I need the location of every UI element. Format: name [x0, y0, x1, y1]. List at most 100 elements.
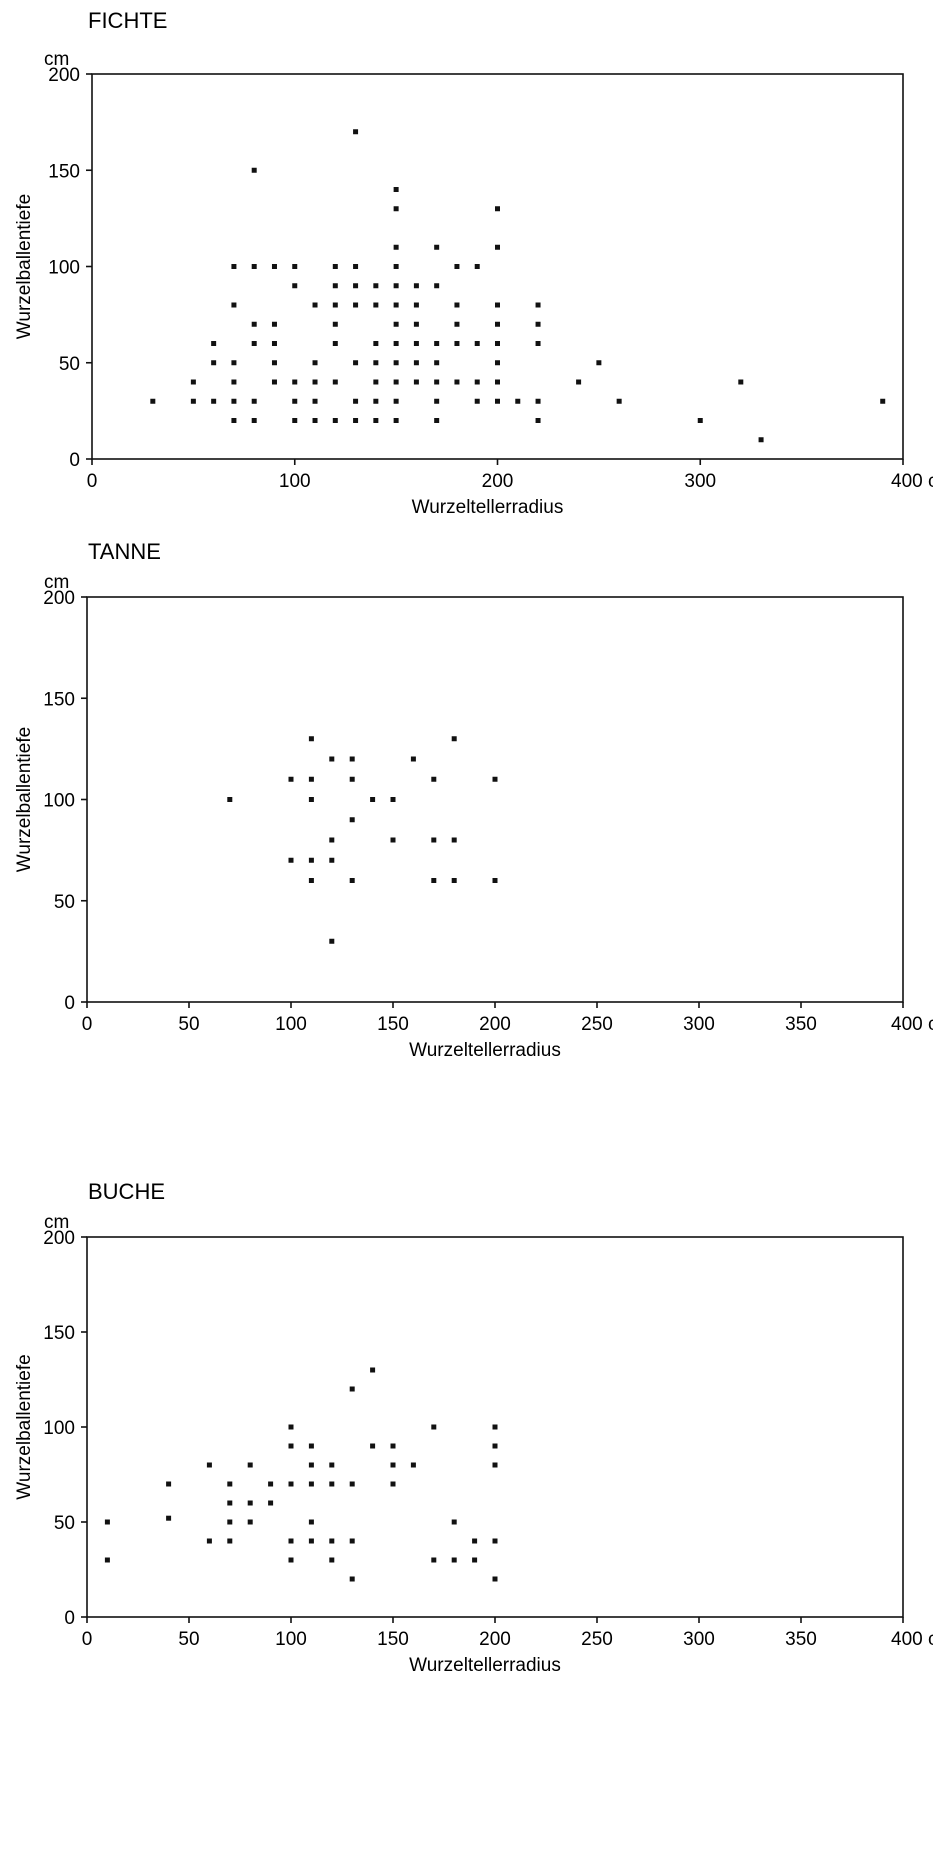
data-point — [451, 878, 457, 883]
data-point — [758, 437, 764, 443]
data-point — [292, 264, 298, 269]
data-point — [288, 1538, 294, 1544]
data-point — [312, 379, 318, 385]
data-point — [413, 302, 419, 308]
data-point — [231, 360, 237, 366]
x-tick-label: 200 — [479, 1014, 511, 1035]
data-point — [393, 244, 399, 250]
data-point — [474, 341, 480, 346]
data-point — [495, 379, 500, 385]
data-point — [738, 379, 744, 385]
data-point — [434, 244, 440, 250]
data-point — [576, 379, 582, 385]
data-point — [353, 283, 359, 289]
data-point — [454, 264, 460, 269]
data-point — [271, 264, 277, 269]
data-point — [231, 379, 237, 385]
x-tick-label: 250 — [581, 1629, 613, 1650]
y-unit-label: cm — [44, 49, 69, 70]
data-point — [308, 797, 314, 802]
data-point — [370, 1367, 376, 1373]
data-point — [454, 341, 460, 346]
data-point — [308, 1462, 314, 1468]
data-point — [292, 283, 298, 289]
x-tick-label: 400 cm — [891, 1014, 933, 1035]
data-point — [393, 418, 399, 423]
x-tick-label: 50 — [178, 1014, 199, 1035]
data-point — [312, 418, 318, 423]
data-point — [251, 321, 257, 327]
data-point — [104, 1557, 110, 1563]
x-tick-label: 0 — [87, 471, 98, 492]
data-point — [247, 1519, 253, 1525]
y-tick-label: 150 — [43, 689, 75, 710]
data-point — [247, 1500, 253, 1506]
data-point — [211, 398, 217, 404]
data-point — [373, 341, 379, 346]
x-tick-label: 300 — [683, 1629, 715, 1650]
data-point — [312, 302, 318, 308]
y-tick-label: 150 — [43, 1323, 75, 1344]
data-point — [166, 1515, 172, 1521]
data-point — [308, 857, 314, 863]
y-tick-label: 50 — [54, 892, 75, 913]
data-point — [308, 1519, 314, 1525]
data-point — [492, 1462, 498, 1468]
data-point — [535, 398, 541, 404]
x-tick-label: 100 — [275, 1014, 307, 1035]
data-point — [431, 776, 437, 782]
data-point — [271, 360, 277, 366]
data-point — [288, 857, 294, 863]
data-point — [373, 418, 379, 423]
data-point — [308, 1481, 314, 1487]
data-point — [231, 302, 237, 308]
data-point — [390, 1443, 396, 1449]
y-tick-label: 0 — [69, 450, 80, 471]
data-point — [495, 360, 500, 366]
data-point — [474, 379, 480, 385]
data-point — [492, 1576, 498, 1582]
data-point — [393, 379, 399, 385]
data-point — [271, 341, 277, 346]
data-point — [413, 283, 419, 289]
y-tick-label: 50 — [59, 354, 80, 375]
data-point — [393, 187, 399, 192]
data-point — [370, 797, 376, 802]
x-tick-label: 150 — [377, 1014, 409, 1035]
data-point — [268, 1481, 274, 1487]
data-point — [495, 206, 500, 212]
data-point — [413, 341, 419, 346]
y-tick-label: 100 — [43, 791, 75, 812]
data-point — [329, 1481, 335, 1487]
data-point — [227, 797, 233, 802]
x-tick-label: 250 — [581, 1014, 613, 1035]
y-tick-label: 0 — [64, 1608, 75, 1629]
data-point — [451, 837, 457, 843]
x-tick-label: 400 cm — [891, 471, 933, 492]
data-point — [190, 379, 196, 385]
data-point — [308, 776, 314, 782]
x-tick-label: 100 — [279, 471, 311, 492]
data-point — [373, 360, 379, 366]
chart-title: FICHTE — [88, 8, 167, 33]
data-point — [332, 418, 338, 423]
data-point — [332, 302, 338, 308]
data-point — [308, 1538, 314, 1544]
data-point — [454, 302, 460, 308]
data-point — [393, 341, 399, 346]
data-point — [288, 776, 294, 782]
data-point — [349, 776, 355, 782]
data-point — [495, 321, 500, 327]
data-point — [271, 321, 277, 327]
data-point — [288, 1424, 294, 1430]
data-point — [390, 837, 396, 843]
data-point — [349, 817, 355, 823]
data-point — [515, 398, 521, 404]
data-point — [390, 1481, 396, 1487]
data-point — [413, 379, 419, 385]
y-axis-label: Wurzelballentiefe — [14, 1354, 35, 1499]
y-axis-label: Wurzelballentiefe — [14, 194, 35, 339]
data-point — [353, 360, 359, 366]
data-point — [431, 1424, 437, 1430]
data-point — [616, 398, 622, 404]
